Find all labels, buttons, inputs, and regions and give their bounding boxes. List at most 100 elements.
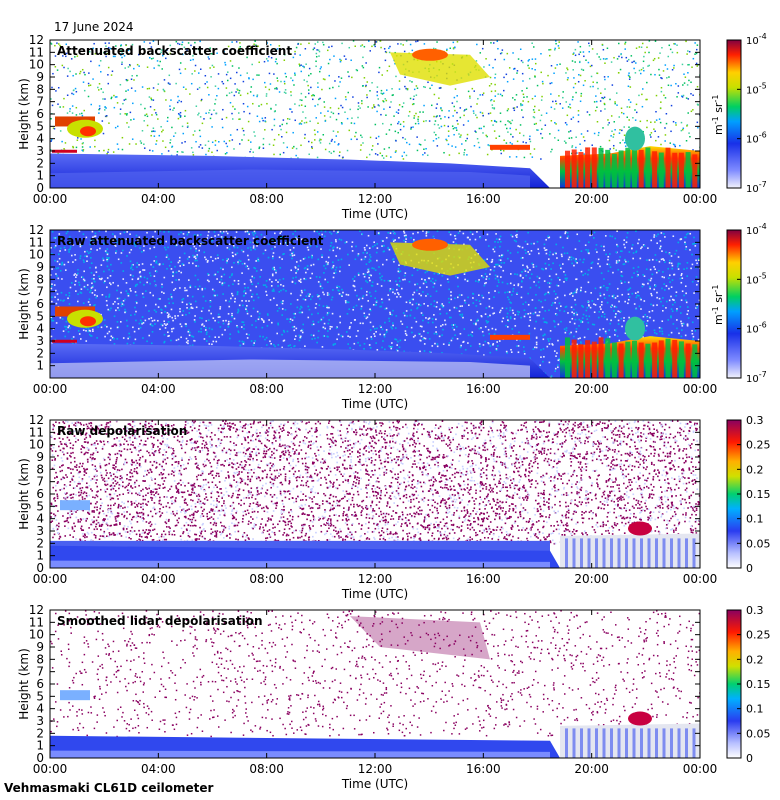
x-tick-label: 00:00 [683,382,718,396]
y-tick-label: 1 [36,359,44,373]
panel-2: Raw attenuated backscatter coefficient12… [17,222,767,411]
x-tick-label: 20:00 [574,382,609,396]
colorbar-tick-label: 0.05 [746,727,771,740]
y-tick-label: 10 [29,438,44,452]
panel-title: Raw attenuated backscatter coefficient [57,234,324,248]
y-tick-label: 6 [36,297,44,311]
x-tick-label: 00:00 [683,192,718,206]
x-tick-label: 08:00 [249,762,284,776]
y-axis-label: Height (km) [17,268,31,339]
y-tick-label: 9 [36,260,44,274]
x-tick-label: 20:00 [574,572,609,586]
y-axis-label: Height (km) [17,648,31,719]
plot-area [50,40,700,188]
x-tick-label: 00:00 [33,572,68,586]
y-tick-label: 1 [36,549,44,563]
x-axis-label: Time (UTC) [341,777,408,791]
colorbar-tick-label: 0.05 [746,537,771,550]
y-tick-label: 7 [36,95,44,109]
x-axis-label: Time (UTC) [341,397,408,411]
x-axis-label: Time (UTC) [341,207,408,221]
y-axis-label: Height (km) [17,78,31,149]
x-tick-label: 16:00 [466,382,501,396]
x-tick-label: 08:00 [249,572,284,586]
colorbar-tick-label: 0.2 [746,463,764,476]
y-tick-label: 11 [29,45,44,59]
x-tick-label: 16:00 [466,572,501,586]
y-tick-label: 12 [29,223,44,237]
x-tick-label: 20:00 [574,762,609,776]
y-tick-label: 0 [36,181,44,195]
y-tick-label: 12 [29,603,44,617]
colorbar-tick-label: 10-4 [746,222,767,237]
y-tick-label: 7 [36,475,44,489]
x-tick-label: 04:00 [141,192,176,206]
plot-area [50,610,700,758]
x-tick-label: 04:00 [141,762,176,776]
y-axis-label: Height (km) [17,458,31,529]
x-axis-label: Time (UTC) [341,587,408,601]
colorbar-tick-label: 10-7 [746,370,767,385]
y-tick-label: 5 [36,499,44,513]
y-tick-label: 6 [36,677,44,691]
y-tick-label: 1 [36,169,44,183]
date-label: 17 June 2024 [54,20,134,34]
colorbar-tick-label: 10-6 [746,131,767,146]
y-tick-label: 11 [29,235,44,249]
colorbar-tick-label: 0.3 [746,414,764,427]
y-tick-label: 8 [36,652,44,666]
y-tick-label: 4 [36,322,44,336]
y-tick-label: 11 [29,615,44,629]
y-tick-label: 2 [36,346,44,360]
x-tick-label: 04:00 [141,382,176,396]
y-tick-label: 11 [29,425,44,439]
colorbar-tick-label: 0.1 [746,703,764,716]
colorbar-tick-label: 0.15 [746,488,771,501]
y-tick-label: 4 [36,512,44,526]
colorbar-unit: m-1 sr-1 [711,285,725,325]
plot-area [50,230,700,378]
y-tick-label: 5 [36,309,44,323]
y-tick-label: 12 [29,413,44,427]
y-tick-label: 0 [36,561,44,575]
x-tick-label: 12:00 [358,192,393,206]
colorbar-tick-label: 0 [746,752,753,765]
colorbar-tick-label: 0.1 [746,513,764,526]
colorbar [726,229,742,379]
panel-4: Smoothed lidar depolarisation01234567891… [17,603,771,791]
y-tick-label: 7 [36,285,44,299]
y-tick-label: 8 [36,462,44,476]
panel-title: Raw depolarisation [57,424,187,438]
x-tick-label: 00:00 [683,572,718,586]
colorbar-unit: m-1 sr-1 [711,95,725,135]
y-tick-label: 9 [36,70,44,84]
y-tick-label: 8 [36,82,44,96]
y-tick-label: 2 [36,156,44,170]
y-tick-label: 9 [36,640,44,654]
x-tick-label: 04:00 [141,572,176,586]
colorbar-tick-label: 10-6 [746,321,767,336]
x-tick-label: 12:00 [358,382,393,396]
colorbar-tick-label: 0.15 [746,678,771,691]
y-tick-label: 5 [36,689,44,703]
x-tick-label: 16:00 [466,762,501,776]
y-tick-label: 2 [36,536,44,550]
x-tick-label: 20:00 [574,192,609,206]
y-tick-label: 3 [36,524,44,538]
y-tick-label: 2 [36,726,44,740]
y-tick-label: 10 [29,248,44,262]
x-tick-label: 08:00 [249,192,284,206]
x-tick-label: 16:00 [466,192,501,206]
colorbar-tick-label: 0.3 [746,604,764,617]
y-tick-label: 3 [36,334,44,348]
y-tick-label: 4 [36,702,44,716]
x-tick-label: 12:00 [358,572,393,586]
colorbar-tick-label: 0.25 [746,629,771,642]
y-tick-label: 12 [29,33,44,47]
x-tick-label: 00:00 [33,192,68,206]
colorbar-tick-label: 0 [746,562,753,575]
y-tick-label: 9 [36,450,44,464]
panel-title: Attenuated backscatter coefficient [57,44,292,58]
